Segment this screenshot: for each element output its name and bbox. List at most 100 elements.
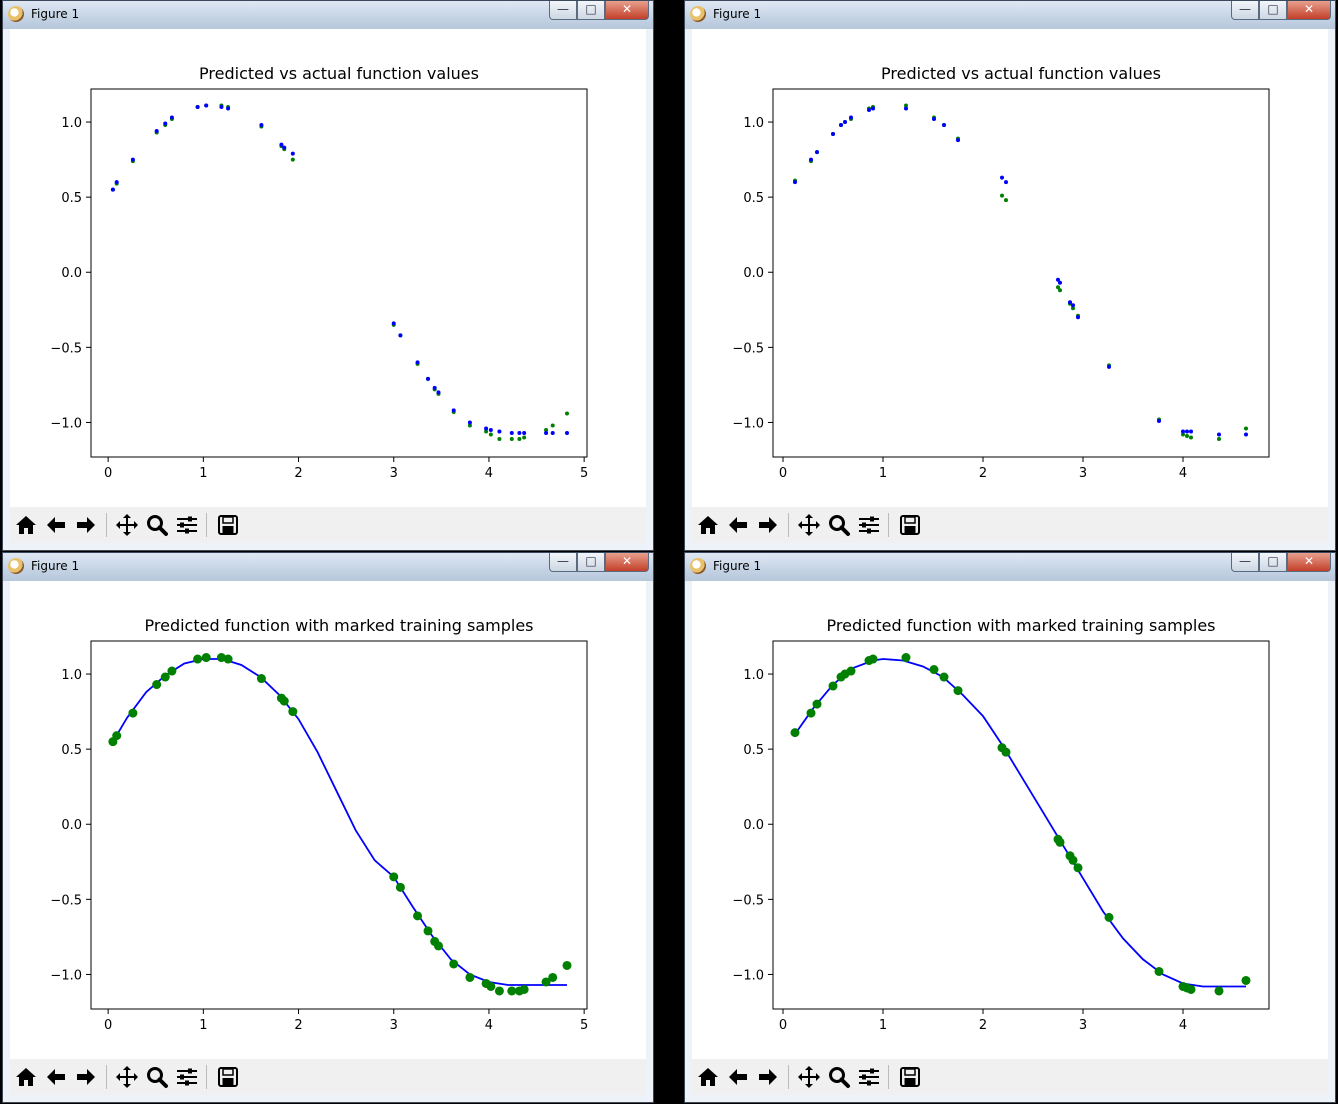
- data-point: [484, 426, 489, 431]
- data-point: [1154, 966, 1164, 976]
- data-point: [130, 157, 135, 162]
- forward-arrow-button[interactable]: [754, 1063, 782, 1091]
- back-arrow-button[interactable]: [724, 511, 752, 539]
- data-point: [1186, 984, 1196, 994]
- home-button[interactable]: [694, 511, 722, 539]
- forward-arrow-icon: [77, 1069, 95, 1085]
- data-point: [812, 699, 822, 709]
- zoom-button[interactable]: [143, 511, 171, 539]
- data-point: [806, 708, 816, 718]
- x-tick-label: 1: [879, 1018, 887, 1033]
- data-point: [389, 872, 399, 882]
- minimize-button[interactable]: —: [1231, 1, 1259, 20]
- data-point: [1058, 280, 1062, 285]
- data-point: [193, 654, 203, 664]
- home-button[interactable]: [694, 1063, 722, 1091]
- zoom-button[interactable]: [825, 1063, 853, 1091]
- data-point: [1056, 277, 1060, 282]
- configure-subplots-button[interactable]: [855, 1063, 883, 1091]
- data-point: [1185, 429, 1189, 434]
- toolbar-separator: [888, 513, 889, 537]
- back-arrow-button[interactable]: [42, 1063, 70, 1091]
- data-point: [953, 686, 963, 696]
- x-tick-label: 4: [1179, 466, 1187, 481]
- x-tick-label: 1: [199, 1018, 207, 1033]
- home-button[interactable]: [12, 1063, 40, 1091]
- minimize-button[interactable]: —: [549, 553, 577, 572]
- data-point: [939, 672, 949, 682]
- zoom-button[interactable]: [825, 511, 853, 539]
- window-title: Figure 1: [713, 559, 762, 573]
- maximize-button[interactable]: □: [577, 553, 605, 572]
- forward-arrow-icon: [759, 517, 777, 533]
- chart-title: Predicted vs actual function values: [199, 64, 479, 83]
- data-point: [1244, 432, 1248, 437]
- forward-arrow-button[interactable]: [72, 1063, 100, 1091]
- forward-arrow-button[interactable]: [72, 511, 100, 539]
- data-point: [114, 180, 119, 185]
- data-point: [544, 427, 549, 432]
- configure-subplots-button[interactable]: [855, 511, 883, 539]
- pan-icon: [116, 514, 138, 536]
- data-point: [413, 911, 423, 921]
- close-button[interactable]: ✕: [605, 553, 649, 572]
- forward-arrow-button[interactable]: [754, 511, 782, 539]
- pan-button[interactable]: [795, 511, 823, 539]
- data-point: [868, 654, 878, 664]
- configure-subplots-button[interactable]: [173, 1063, 201, 1091]
- close-button[interactable]: ✕: [605, 1, 649, 20]
- window-titlebar[interactable]: Figure 1 — □ ✕: [685, 553, 1335, 581]
- window-titlebar[interactable]: Figure 1 — □ ✕: [3, 1, 653, 29]
- toolbar-separator: [788, 1065, 789, 1089]
- data-point: [426, 376, 431, 381]
- save-button[interactable]: [896, 1063, 924, 1091]
- zoom-button[interactable]: [143, 1063, 171, 1091]
- save-button[interactable]: [214, 511, 242, 539]
- maximize-button[interactable]: □: [1259, 1, 1287, 20]
- figure-canvas-area: Predicted vs actual function values 0 1 2 3 4…: [692, 29, 1328, 543]
- back-arrow-button[interactable]: [42, 511, 70, 539]
- window-titlebar[interactable]: Figure 1 — □ ✕: [685, 1, 1335, 29]
- x-tick-label: 4: [485, 466, 493, 481]
- chart-title: Predicted vs actual function values: [881, 64, 1161, 83]
- python-app-icon: [8, 558, 24, 574]
- save-button[interactable]: [214, 1063, 242, 1091]
- minimize-button[interactable]: —: [1231, 553, 1259, 572]
- save-icon: [218, 515, 238, 535]
- data-point: [486, 981, 496, 991]
- data-point: [1107, 364, 1111, 369]
- data-point: [1000, 193, 1004, 198]
- y-tick-label: 0.5: [743, 743, 764, 758]
- pan-button[interactable]: [113, 511, 141, 539]
- home-button[interactable]: [12, 511, 40, 539]
- minimize-button[interactable]: —: [549, 1, 577, 20]
- data-point: [929, 665, 939, 675]
- save-button[interactable]: [896, 511, 924, 539]
- data-point: [507, 986, 517, 996]
- data-point: [395, 882, 405, 892]
- data-point: [152, 680, 162, 690]
- toolbar-separator: [106, 513, 107, 537]
- maximize-button[interactable]: □: [577, 1, 605, 20]
- y-tick-label: −1.0: [50, 968, 82, 983]
- data-point: [522, 430, 527, 435]
- configure-subplots-button[interactable]: [173, 511, 201, 539]
- back-arrow-button[interactable]: [724, 1063, 752, 1091]
- close-button[interactable]: ✕: [1287, 553, 1331, 572]
- x-tick-label: 0: [779, 466, 787, 481]
- data-point: [494, 986, 504, 996]
- window-titlebar[interactable]: Figure 1 — □ ✕: [3, 553, 653, 581]
- y-tick-label: −1.0: [732, 968, 764, 983]
- window-title: Figure 1: [31, 7, 80, 21]
- data-point: [932, 117, 936, 122]
- close-button[interactable]: ✕: [1287, 1, 1331, 20]
- pan-button[interactable]: [795, 1063, 823, 1091]
- configure-subplots-icon: [859, 1068, 879, 1086]
- data-point: [467, 423, 472, 428]
- figure-window-3: Figure 1 — □ ✕ Predicted function with m…: [2, 552, 654, 1103]
- data-point: [1157, 418, 1161, 423]
- pan-button[interactable]: [113, 1063, 141, 1091]
- data-point: [793, 180, 797, 185]
- data-point: [484, 429, 489, 434]
- maximize-button[interactable]: □: [1259, 553, 1287, 572]
